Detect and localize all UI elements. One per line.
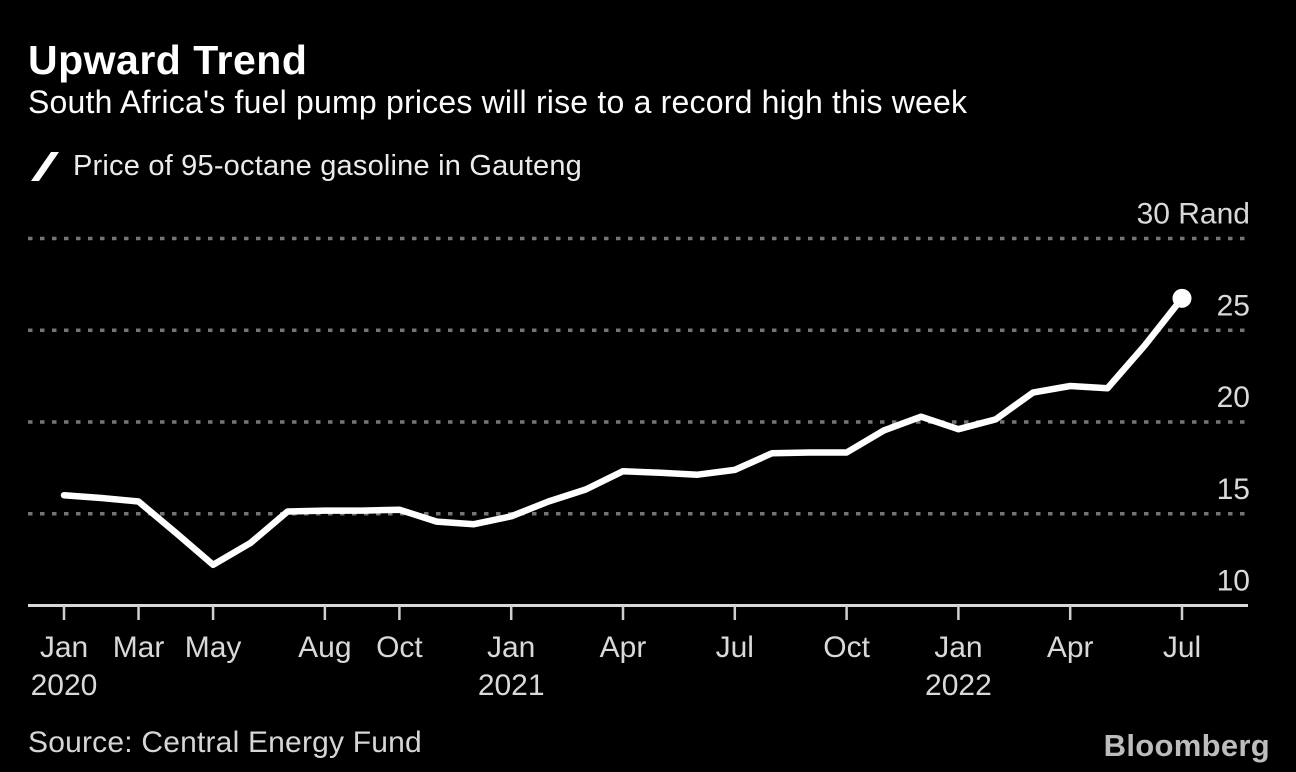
y-axis-label: 15	[1217, 473, 1250, 506]
end-point-marker	[1172, 288, 1192, 308]
x-axis-month-label: Jan	[40, 631, 88, 664]
x-axis-year-label: 2020	[31, 669, 98, 702]
x-axis-month-label: Jul	[1163, 631, 1201, 664]
y-axis-label: 30 Rand	[1137, 198, 1250, 231]
x-axis-month-label: Mar	[113, 631, 165, 664]
x-axis-month-label: Jul	[716, 631, 754, 664]
source-note: Source: Central Energy Fund	[28, 726, 422, 759]
y-axis-label: 10	[1217, 565, 1250, 598]
x-axis-month-label: Oct	[376, 631, 423, 664]
chart-subtitle: South Africa's fuel pump prices will ris…	[28, 84, 968, 120]
x-axis-month-label: Oct	[823, 631, 870, 664]
x-axis-month-label: Apr	[1047, 631, 1094, 664]
x-axis-month-label: May	[185, 631, 242, 664]
x-axis-year-label: 2022	[925, 669, 992, 702]
chart-title: Upward Trend	[28, 37, 308, 83]
x-axis-month-label: Aug	[298, 631, 351, 664]
y-axis-label: 20	[1217, 381, 1250, 414]
x-axis-year-label: 2021	[478, 669, 545, 702]
x-axis-month-label: Apr	[600, 631, 647, 664]
y-axis-label: 25	[1217, 289, 1250, 322]
legend: Price of 95-octane gasoline in Gauteng	[28, 149, 582, 183]
bloomberg-logo: Bloomberg	[1103, 728, 1270, 763]
price-line	[60, 295, 1186, 569]
x-axis-month-label: Jan	[934, 631, 982, 664]
legend-label: Price of 95-octane gasoline in Gauteng	[73, 149, 582, 182]
x-axis-month-label: Jan	[487, 631, 535, 664]
line-series-slash-icon	[31, 152, 59, 181]
